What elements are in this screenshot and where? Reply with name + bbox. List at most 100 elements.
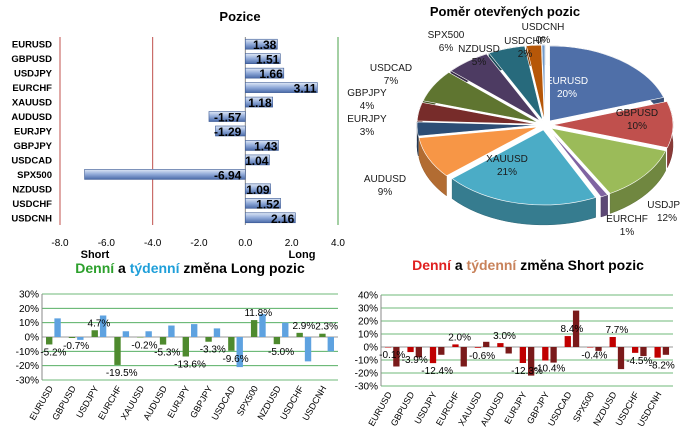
data-label: -4.5% bbox=[626, 356, 652, 367]
weekly-bar bbox=[213, 328, 221, 337]
x-tick-label: 4.0 bbox=[331, 238, 345, 249]
data-label: 1.52 bbox=[256, 197, 280, 211]
y-tick-label: 0% bbox=[25, 333, 40, 344]
weekly-bar bbox=[505, 347, 512, 354]
x-tick-label: 2.0 bbox=[285, 238, 299, 249]
data-label: -12.3% bbox=[511, 366, 543, 377]
pie-pct-label: 10% bbox=[627, 121, 647, 132]
daily-bar bbox=[497, 343, 504, 347]
data-label: 1.43 bbox=[254, 139, 278, 153]
long-change-chart: 30%20%10%0%-10%-20%-30%-5.2%EURUSD-0.7%G… bbox=[16, 290, 338, 423]
daily-bar bbox=[587, 347, 594, 348]
data-label: -19.5% bbox=[106, 368, 138, 379]
y-tick-label: 10% bbox=[358, 330, 378, 341]
data-label: -0.2% bbox=[131, 340, 157, 351]
daily-bar bbox=[542, 347, 549, 361]
data-label: 11.8% bbox=[244, 308, 272, 319]
pie-slice bbox=[416, 121, 538, 137]
category-label: GBPUSD bbox=[11, 54, 52, 65]
pie-label: USDCAD bbox=[370, 63, 412, 74]
pie-label: NZDUSD bbox=[458, 44, 500, 55]
pie-label: USDCNH bbox=[522, 22, 565, 33]
weekly-bar bbox=[617, 347, 625, 370]
bar bbox=[245, 38, 278, 50]
weekly-bar bbox=[460, 347, 467, 367]
daily-bar bbox=[654, 347, 661, 358]
daily-bar bbox=[182, 337, 189, 357]
weekly-bar bbox=[282, 322, 289, 337]
weekly-bar bbox=[483, 341, 490, 347]
data-label: -8.2% bbox=[649, 361, 675, 372]
data-label: 1.51 bbox=[256, 53, 280, 67]
pomer-pie-chart: EURUSD 20% GBPUSD 10% USDJPY 12% EURCHF 1% XAUUS… bbox=[347, 22, 680, 238]
data-label: 7.7% bbox=[605, 325, 628, 336]
y-tick-label: 10% bbox=[19, 318, 39, 329]
category-label: USDCHF bbox=[12, 199, 52, 210]
pie-label: AUDUSD bbox=[364, 174, 406, 185]
pie-label: USDJPY bbox=[647, 200, 680, 211]
weekly-bar bbox=[327, 337, 334, 352]
bar bbox=[208, 111, 246, 122]
long-change-title: Denní a týdenní změna Long pozic bbox=[40, 260, 340, 276]
weekly-bar bbox=[304, 337, 312, 362]
data-label: -0.6% bbox=[469, 351, 495, 362]
category-label: EURUSD bbox=[12, 40, 52, 51]
pie-slice bbox=[416, 102, 538, 125]
daily-bar bbox=[609, 336, 616, 347]
data-label: 1.04 bbox=[245, 154, 269, 168]
daily-bar bbox=[632, 347, 639, 353]
bar bbox=[245, 96, 273, 108]
pie-pct-label: 1% bbox=[620, 227, 635, 238]
category-label: SPX500 bbox=[235, 384, 260, 418]
y-tick-label: -10% bbox=[355, 356, 378, 367]
long-title-and: a bbox=[114, 260, 130, 276]
data-label: -13.6% bbox=[174, 359, 206, 370]
data-label: 2.16 bbox=[271, 212, 295, 226]
weekly-bar bbox=[393, 347, 400, 367]
daily-bar bbox=[68, 337, 76, 339]
data-label: 1.38 bbox=[253, 38, 277, 52]
y-tick-label: 20% bbox=[358, 317, 378, 328]
weekly-bar bbox=[168, 325, 175, 337]
pie-slice bbox=[451, 129, 597, 206]
daily-bar bbox=[429, 347, 437, 364]
data-label: 2.9% bbox=[292, 321, 315, 332]
data-label: 2.0% bbox=[448, 332, 471, 343]
data-label: -1.29 bbox=[214, 125, 242, 139]
pie-pct-label: 7% bbox=[384, 76, 399, 87]
pie-label: GBPJPY bbox=[347, 88, 387, 99]
y-tick-label: 0% bbox=[364, 343, 379, 354]
data-label: -10.4% bbox=[534, 364, 566, 375]
weekly-bar bbox=[77, 337, 84, 340]
bar bbox=[84, 169, 246, 180]
category-label: NZDUSD bbox=[12, 184, 52, 195]
daily-bar bbox=[564, 336, 571, 347]
daily-bar bbox=[384, 347, 392, 348]
data-label: 2.3% bbox=[315, 322, 338, 333]
data-label: -5.3% bbox=[154, 348, 180, 359]
data-label: -1.57 bbox=[214, 111, 242, 125]
long-title-rest: změna Long pozic bbox=[179, 260, 305, 276]
data-label: -0.7% bbox=[63, 341, 89, 352]
weekly-bar bbox=[145, 331, 152, 337]
daily-bar bbox=[519, 347, 526, 363]
pie-pct-label: 0% bbox=[536, 35, 551, 46]
pie-slice bbox=[549, 45, 665, 122]
bar bbox=[245, 53, 281, 64]
daily-bar bbox=[452, 344, 459, 347]
pie-pct-label: 6% bbox=[439, 43, 454, 54]
pie-slice bbox=[552, 101, 674, 148]
data-label: 3.11 bbox=[294, 82, 317, 96]
daily-bar bbox=[319, 333, 326, 337]
short-title-rest: změna Short pozic bbox=[516, 257, 644, 273]
pie-label: EURCHF bbox=[606, 214, 648, 225]
daily-bar bbox=[407, 347, 414, 353]
data-label: 4.7% bbox=[88, 318, 111, 329]
daily-bar bbox=[137, 337, 144, 338]
category-label: SPX500 bbox=[17, 170, 52, 181]
pie-slice bbox=[488, 45, 543, 121]
daily-bar bbox=[205, 337, 212, 342]
pie-label: EURUSD bbox=[546, 76, 588, 87]
data-label: -0.4% bbox=[581, 351, 607, 362]
long-title-daily: Denní bbox=[75, 260, 115, 276]
